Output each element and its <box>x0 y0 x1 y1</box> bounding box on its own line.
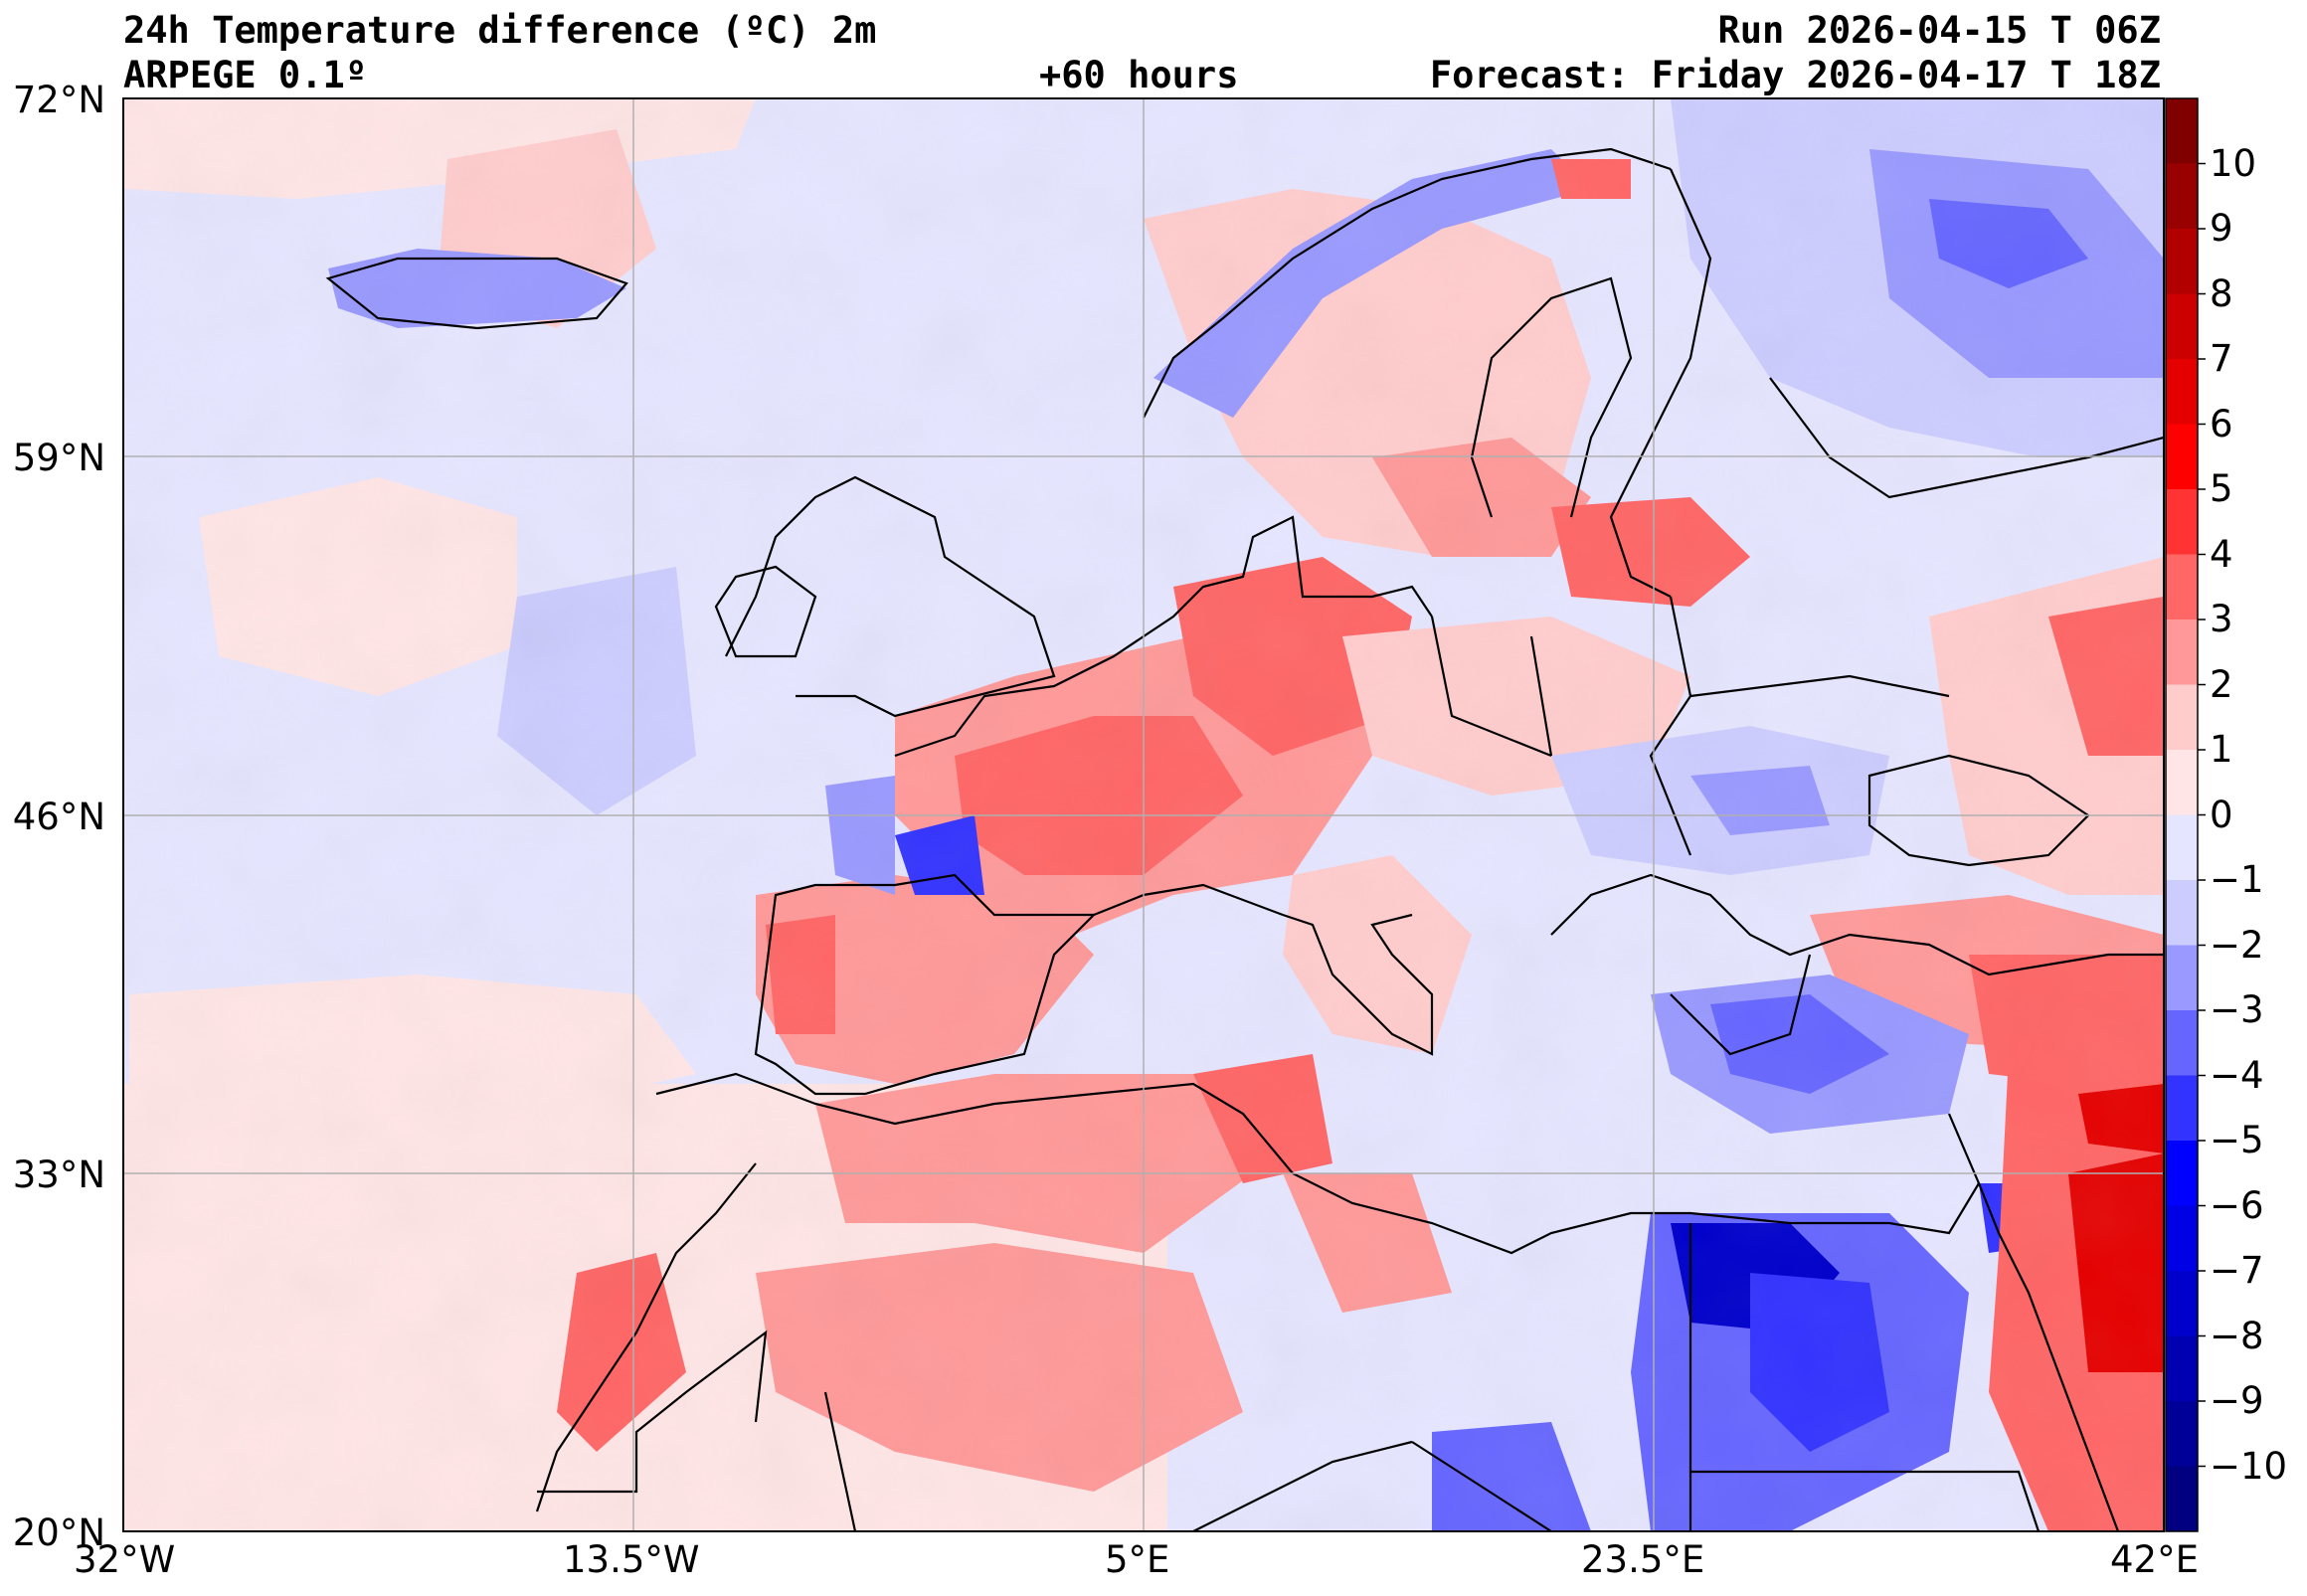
colorbar-segment <box>2166 98 2198 164</box>
colorbar-segment <box>2166 1335 2198 1402</box>
colorbar-segment <box>2166 489 2198 555</box>
lon-tick-23-5e: 23.5°E <box>1581 1538 1705 1581</box>
colorbar-tick-label: 8 <box>2210 271 2233 315</box>
colorbar-tick-label: 6 <box>2210 402 2233 445</box>
colorbar-segment <box>2166 1401 2198 1467</box>
colorbar-segment <box>2166 1075 2198 1142</box>
colorbar-segment <box>2166 424 2198 490</box>
coastlines <box>325 147 2164 1531</box>
colorbar-segment <box>2166 163 2198 230</box>
model-label: ARPEGE 0.1º <box>123 54 368 96</box>
border-western-sahara <box>537 1330 857 1531</box>
lat-tick-72n: 72°N <box>12 79 105 121</box>
colorbar-tick-label: −7 <box>2210 1249 2264 1292</box>
colorbar-tick-label: 7 <box>2210 337 2233 380</box>
lon-tick-32w: 32°W <box>74 1538 176 1581</box>
chart-title: 24h Temperature difference (ºC) 2m <box>123 9 877 52</box>
lon-tick-5e: 5°E <box>1105 1538 1170 1581</box>
colorbar-segment <box>2166 359 2198 425</box>
colorbar-tick-label: 3 <box>2210 598 2233 640</box>
coast-levant-red-sea <box>1947 1113 2120 1531</box>
lead-time-label: +60 hours <box>1039 54 1239 96</box>
colorbar-tick-label: 1 <box>2210 728 2233 771</box>
colorbar-segment <box>2166 1010 2198 1076</box>
borders-russia <box>1769 377 2164 499</box>
colorbar-tick-label: −4 <box>2210 1053 2264 1097</box>
colorbar-segment <box>2166 554 2198 621</box>
coast-france-germany <box>894 515 1433 758</box>
coast-britain <box>725 475 1056 718</box>
gridlines <box>123 98 2164 1531</box>
colorbar-tick-label: −10 <box>2210 1444 2288 1488</box>
colorbar <box>2165 97 2206 1532</box>
colorbar-segment <box>2166 684 2198 751</box>
coast-italy <box>1093 883 1434 1056</box>
forecast-label: Forecast: Friday 2026-04-17 T 18Z <box>1429 54 2161 96</box>
colorbar-segment <box>2166 880 2198 946</box>
colorbar-tick-label: 9 <box>2210 207 2233 250</box>
coast-ireland <box>714 565 817 658</box>
colorbar-tick-label: −8 <box>2210 1314 2264 1357</box>
lon-tick-42e: 42°E <box>2110 1538 2199 1581</box>
colorbar-segment <box>2166 229 2198 294</box>
coast-iberia <box>754 873 1097 1096</box>
colorbar-segment <box>2166 1141 2198 1206</box>
colorbar-tick-label: 10 <box>2210 141 2257 185</box>
colorbar-tick-label: −6 <box>2210 1183 2264 1227</box>
lon-tick-13-5w: 13.5°W <box>563 1538 700 1581</box>
coast-sweden <box>1470 276 1633 518</box>
colorbar-tick-label: −1 <box>2210 858 2264 901</box>
colorbar-segment <box>2166 945 2198 1011</box>
colorbar-segment <box>2166 620 2198 685</box>
colorbar-tick-label: 2 <box>2210 662 2233 706</box>
run-label: Run 2026-04-15 T 06Z <box>1717 9 2161 52</box>
colorbar-tick-label: 0 <box>2210 793 2233 836</box>
lat-tick-59n: 59°N <box>12 437 105 479</box>
lat-tick-46n: 46°N <box>12 796 105 838</box>
map-frame <box>122 97 2165 1532</box>
coast-iceland <box>325 257 628 330</box>
borders-eastern-europe <box>1430 596 1950 856</box>
colorbar-segment <box>2166 1466 2198 1532</box>
colorbar-segment <box>2166 1271 2198 1336</box>
lat-tick-20n: 20°N <box>12 1511 105 1554</box>
colorbar-segment <box>2166 293 2198 360</box>
colorbar-segment <box>2166 814 2198 881</box>
coast-greece <box>1670 954 1812 1056</box>
coast-norway <box>1143 147 1672 419</box>
colorbar-tick-label: −9 <box>2210 1379 2264 1422</box>
coast-finland <box>1609 168 1712 598</box>
border-sudan <box>1688 1470 2041 1531</box>
colorbar-tick-label: −5 <box>2210 1119 2264 1161</box>
colorbar-tick-label: 5 <box>2210 467 2233 510</box>
coast-black-sea-south <box>1550 873 2164 976</box>
colorbar-segment <box>2166 1205 2198 1272</box>
coast-black-sea <box>1867 754 2090 867</box>
coast-morocco-west <box>535 1162 757 1512</box>
colorbar-tick-label: 4 <box>2210 532 2233 576</box>
colorbar-tick-label: −2 <box>2210 923 2264 967</box>
colorbar-tick-label: −3 <box>2210 988 2264 1031</box>
lat-tick-33n: 33°N <box>12 1153 105 1196</box>
coast-north-africa <box>655 1072 1980 1255</box>
colorbar-segment <box>2166 750 2198 815</box>
border-chad-niger <box>1192 1440 1552 1531</box>
